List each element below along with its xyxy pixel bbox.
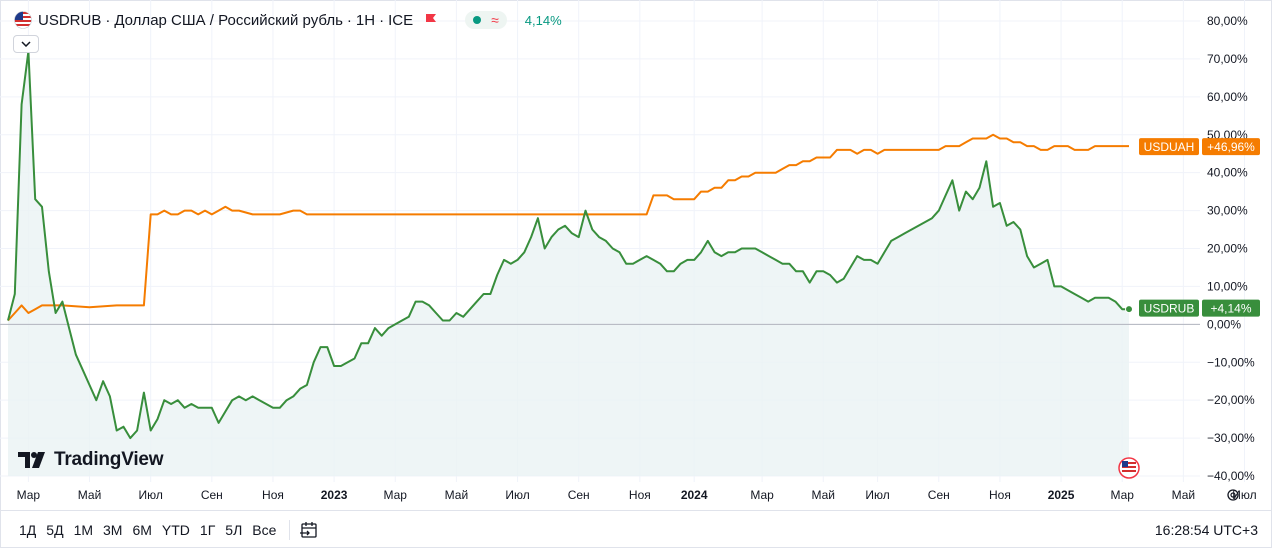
chart-legend[interactable]: USDRUB · Доллар США / Российский рубль ·… — [14, 9, 562, 31]
usdrub-area-fill — [8, 51, 1129, 477]
usdrub-price-tag[interactable]: USDRUB +4,14% — [1139, 299, 1260, 317]
approx-icon: ≈ — [491, 12, 499, 28]
us-flag-event-icon[interactable] — [1118, 457, 1140, 479]
usduah-line[interactable] — [7, 133, 1129, 322]
x-tick-label: Мар — [1110, 488, 1134, 502]
x-tick-label: Май — [78, 488, 102, 502]
series-name-label: USDUAH — [1144, 140, 1195, 154]
series-value-label: +46,96% — [1207, 140, 1255, 154]
flag-icon[interactable] — [425, 13, 437, 27]
y-tick-label: −30,00% — [1207, 431, 1255, 445]
series-value-box — [1202, 138, 1260, 156]
collapse-legend-button[interactable] — [13, 35, 39, 53]
range-button[interactable]: 6М — [132, 522, 152, 538]
us-flag-icon — [14, 11, 32, 29]
y-tick-label: −10,00% — [1207, 355, 1255, 369]
range-button[interactable]: 5Д — [46, 522, 64, 538]
range-button[interactable]: 3М — [103, 522, 123, 538]
y-tick-label: −20,00% — [1207, 393, 1255, 407]
x-tick-label: Май — [812, 488, 836, 502]
y-tick-label: 20,00% — [1207, 242, 1248, 256]
range-button[interactable]: 1М — [73, 522, 94, 538]
x-tick-label: Сен — [928, 488, 950, 502]
settings-gear-icon[interactable] — [1227, 489, 1239, 501]
x-tick-label: 2023 — [321, 488, 348, 502]
range-button[interactable]: Все — [252, 522, 277, 538]
range-button[interactable]: 1Д — [19, 522, 37, 538]
legend-separator: · — [105, 11, 111, 29]
x-tick-label: Ноя — [989, 488, 1011, 502]
bottom-toolbar: 1Д 5Д 1М 3М 6М YTD 1Г 5Л Все 16:28:54 UTC+3 — [0, 510, 1272, 548]
usduah-price-tag[interactable]: USDUAH +46,96% — [1139, 138, 1260, 156]
market-status-badge[interactable]: ≈ — [465, 11, 507, 29]
clock-timezone[interactable]: 16:28:54 UTC+3 — [1154, 522, 1258, 538]
series-value-box — [1202, 299, 1260, 317]
tradingview-logo-icon — [18, 452, 45, 468]
x-tick-label: Сен — [201, 488, 223, 502]
x-tick-label: Июл — [505, 488, 529, 502]
watermark-text: TradingView — [54, 449, 164, 470]
series-name-label: USDRUB — [1144, 302, 1195, 316]
x-tick-label: Июл — [138, 488, 162, 502]
goto-date-icon[interactable] — [298, 520, 320, 540]
legend-separator: · — [346, 11, 352, 29]
chevron-down-icon — [21, 41, 31, 47]
range-button[interactable]: YTD — [161, 522, 190, 538]
y-tick-label: 80,00% — [1207, 14, 1248, 28]
x-tick-label: Мар — [750, 488, 774, 502]
usdrub-line[interactable] — [7, 50, 1129, 440]
y-tick-label: 10,00% — [1207, 279, 1248, 293]
x-tick-label: 2025 — [1048, 488, 1075, 502]
x-tick-label: 2024 — [681, 488, 708, 502]
y-tick-label: 40,00% — [1207, 166, 1248, 180]
y-tick-label: 70,00% — [1207, 52, 1248, 66]
exchange-label: ICE — [388, 11, 414, 29]
x-tick-label: Май — [1172, 488, 1196, 502]
y-tick-label: −40,00% — [1207, 469, 1255, 483]
range-button[interactable]: 1Г — [199, 522, 216, 538]
symbol-description: Доллар США / Российский рубль — [114, 11, 343, 29]
x-tick-label: Ноя — [262, 488, 284, 502]
usdrub-last-point — [1125, 305, 1133, 314]
date-range-group: 1Д 5Д 1М 3М 6М YTD 1Г 5Л Все — [14, 520, 320, 540]
symbol-name[interactable]: USDRUB — [38, 11, 102, 29]
x-tick-label: Июл — [865, 488, 889, 502]
x-tick-label: Ноя — [629, 488, 651, 502]
x-tick-label: Мар — [384, 488, 408, 502]
x-tick-label: Сен — [568, 488, 590, 502]
toolbar-divider — [289, 520, 291, 540]
change-percent: 4,14% — [524, 12, 562, 28]
series-value-label: +4,14% — [1210, 302, 1251, 316]
x-tick-label: Май — [445, 488, 469, 502]
series-name-box — [1139, 299, 1199, 317]
y-tick-label: 0,00% — [1207, 317, 1241, 331]
market-open-dot — [473, 16, 482, 24]
x-tick-label: Июл — [1232, 488, 1256, 502]
series-name-box — [1139, 138, 1199, 156]
range-button[interactable]: 5Л — [225, 522, 243, 538]
y-tick-label: 30,00% — [1207, 204, 1248, 218]
tradingview-watermark: TradingView — [18, 449, 164, 471]
y-tick-label: 60,00% — [1207, 90, 1248, 104]
legend-separator: · — [379, 11, 385, 29]
interval-label: 1Н — [355, 11, 376, 29]
x-tick-label: Мар — [17, 488, 41, 502]
